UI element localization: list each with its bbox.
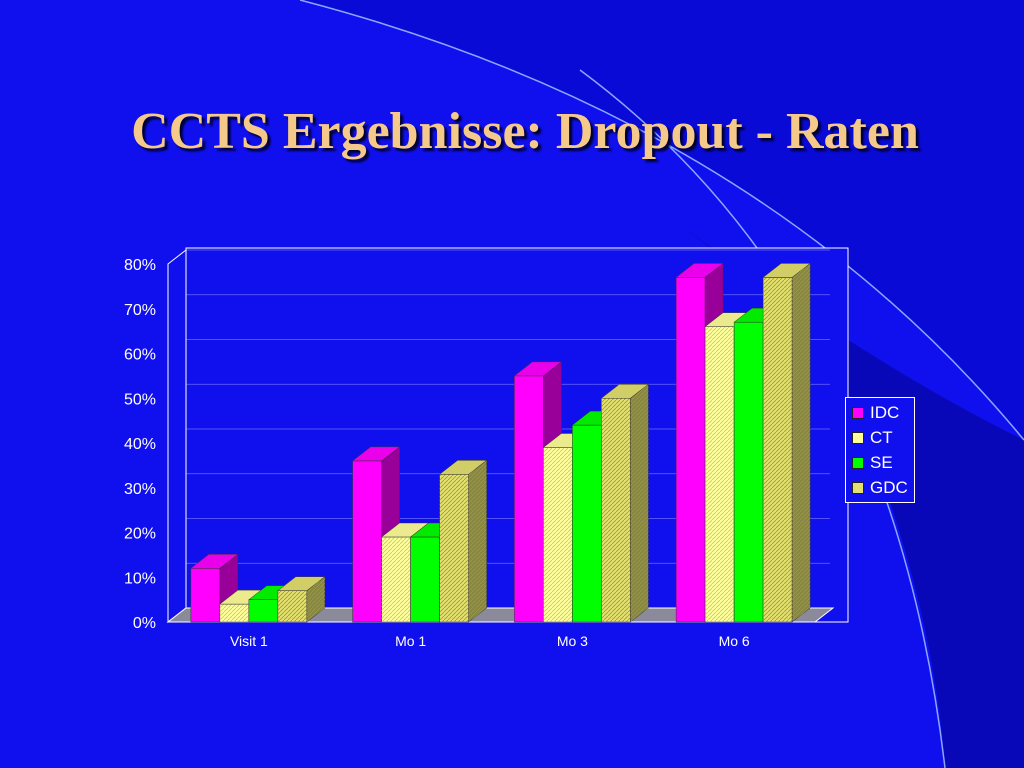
x-category-label: Mo 3 bbox=[557, 633, 588, 649]
y-tick-label: 0% bbox=[133, 615, 156, 632]
y-tick-label: 30% bbox=[124, 481, 156, 498]
y-tick-label: 20% bbox=[124, 526, 156, 543]
legend-label: GDC bbox=[870, 477, 908, 497]
y-tick-label: 40% bbox=[124, 436, 156, 453]
background-curve-shape bbox=[680, 225, 1024, 768]
bar-gdc bbox=[277, 576, 326, 623]
legend-item-gdc: GDC bbox=[852, 475, 914, 500]
bar-gdc bbox=[438, 459, 488, 623]
legend-item-se: SE bbox=[852, 450, 914, 475]
legend-label: CT bbox=[870, 427, 893, 447]
legend-label: SE bbox=[870, 452, 893, 472]
legend-swatch bbox=[852, 406, 864, 419]
legend-item-ct: CT bbox=[852, 425, 914, 450]
x-category-label: Mo 1 bbox=[395, 633, 426, 649]
chart-legend: IDC CT SE GDC bbox=[845, 397, 915, 503]
y-tick-label: 70% bbox=[124, 302, 156, 319]
y-tick-label: 60% bbox=[124, 347, 156, 364]
background-curve-line bbox=[299, 0, 1024, 441]
legend-label: IDC bbox=[870, 402, 900, 422]
y-tick-label: 10% bbox=[124, 570, 156, 587]
bar-gdc bbox=[600, 383, 650, 623]
legend-swatch bbox=[852, 481, 864, 494]
y-tick-label: 50% bbox=[124, 391, 156, 408]
slide-title: CCTS Ergebnisse: Dropout - Raten bbox=[131, 103, 919, 160]
bar-gdc bbox=[762, 262, 811, 623]
legend-item-idc: IDC bbox=[852, 400, 914, 425]
plot-side-wall bbox=[167, 248, 187, 624]
y-tick-label: 80% bbox=[124, 257, 156, 274]
x-category-label: Visit 1 bbox=[230, 633, 268, 649]
legend-swatch bbox=[852, 456, 864, 469]
legend-swatch bbox=[852, 431, 864, 444]
background-arc-shape bbox=[300, 0, 1024, 440]
x-category-label: Mo 6 bbox=[719, 633, 750, 649]
